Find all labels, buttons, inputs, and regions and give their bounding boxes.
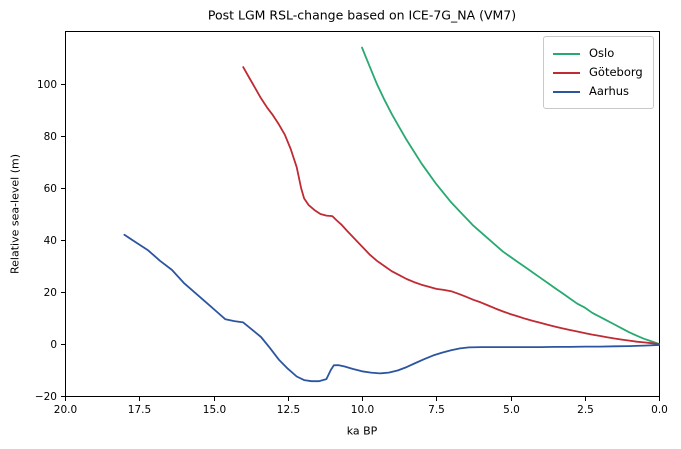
legend: Oslo Göteborg Aarhus [543,36,654,109]
legend-entry-oslo: Oslo [553,44,645,63]
legend-label-goteborg: Göteborg [589,65,643,79]
legend-entry-aarhus: Aarhus [553,82,645,101]
x-tick-label: 12.5 [277,404,300,416]
x-tick-label: 15.0 [203,404,226,416]
legend-entry-goteborg: Göteborg [553,63,645,82]
y-tick-label: 20 [44,287,57,299]
chart-title: Post LGM RSL-change based on ICE-7G_NA (… [207,7,517,23]
plot-border [65,31,660,397]
x-tick-label: 20.0 [54,404,77,416]
x-axis-label: ka BP [346,424,378,438]
x-tick-label: 7.5 [428,404,445,416]
y-tick-label: 60 [44,183,57,195]
legend-label-oslo: Oslo [589,46,615,60]
series-line-goteborg [242,66,660,345]
y-tick-label: 0 [50,339,57,351]
series-line-oslo [361,46,660,345]
x-tick-label: 0.0 [651,404,668,416]
legend-swatch-oslo [553,52,580,55]
y-tick-label: 40 [44,235,57,247]
y-tick-label: 100 [37,79,57,91]
legend-swatch-goteborg [553,71,580,74]
series-line-aarhus [123,233,660,383]
x-tick-label: 10.0 [351,404,374,416]
legend-label-aarhus: Aarhus [589,84,630,98]
x-tick-label: 5.0 [503,404,520,416]
y-tick-label: 80 [44,131,57,143]
x-tick-label: 17.5 [128,404,151,416]
y-tick-label: −20 [35,391,57,403]
y-axis-label: Relative sea-level (m) [8,153,22,275]
x-tick-label: 2.5 [577,404,594,416]
legend-swatch-aarhus [553,90,580,93]
